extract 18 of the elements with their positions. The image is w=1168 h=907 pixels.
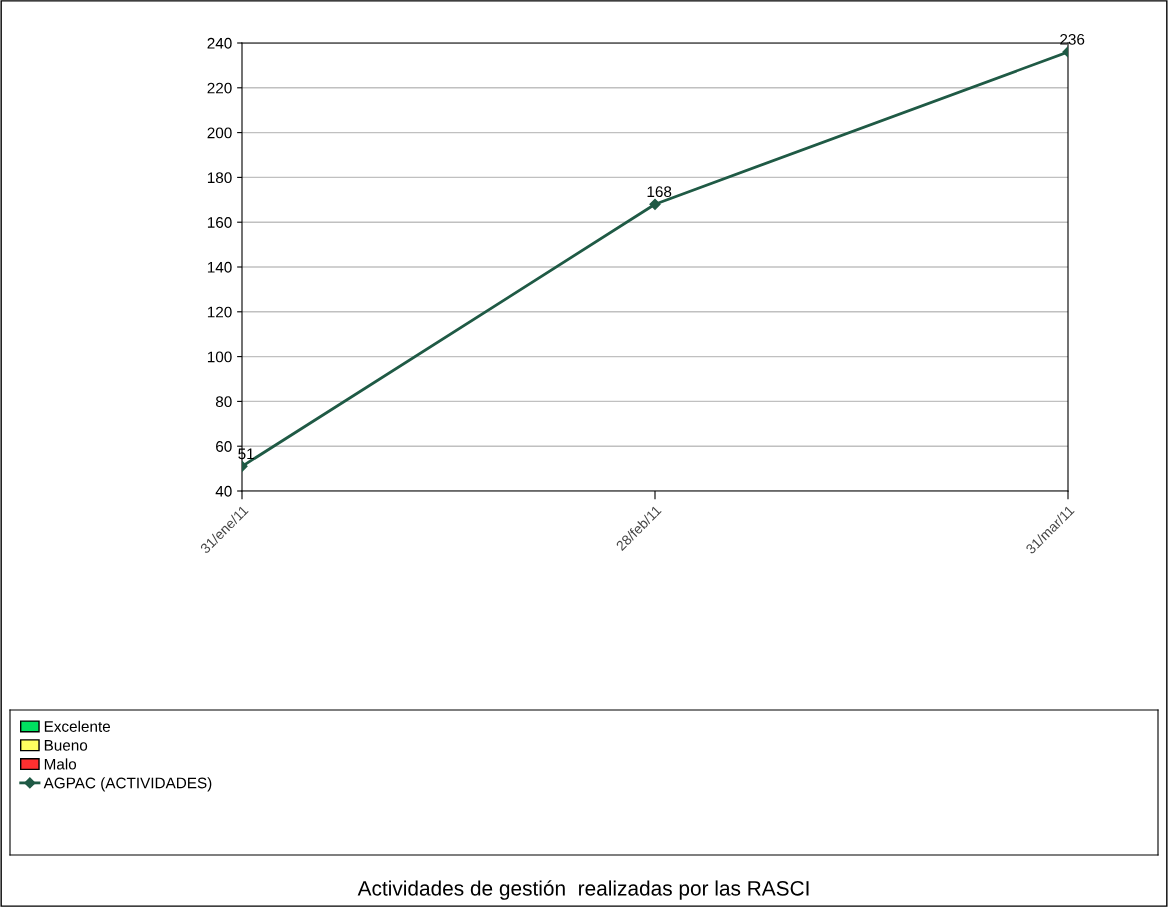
y-tick-label: 60 [216, 441, 232, 452]
data-label: 236 [1060, 33, 1085, 45]
y-tick-label: 140 [207, 261, 232, 273]
y-tick-label: 120 [207, 306, 232, 318]
legend-label: AGPAC (ACTIVIDADES) [43, 777, 212, 792]
text: Actividades de gestión realizadas por las RASCI [357, 880, 809, 900]
legend-label: Excelente [44, 720, 111, 732]
data-label: 168 [647, 186, 672, 198]
y-tick-label: 40 [215, 485, 232, 497]
y-tick-label: 80 [215, 396, 232, 408]
y-tick-label: 200 [207, 127, 232, 139]
y-tick-label: 240 [207, 37, 232, 49]
y-tick-label: 220 [207, 82, 232, 94]
legend-label: Malo [44, 758, 77, 770]
y-tick-label: 100 [207, 351, 232, 363]
legend-label: Bueno [44, 740, 88, 751]
y-tick-label: 160 [207, 217, 232, 228]
y-tick-label: 180 [207, 172, 232, 184]
